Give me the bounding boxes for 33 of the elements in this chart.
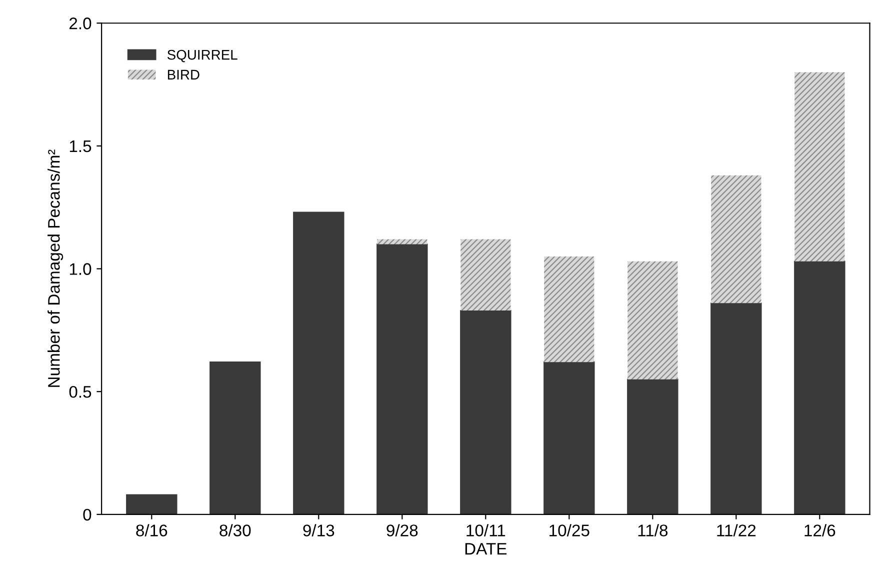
bar [794, 72, 845, 262]
x-tick-label: 10/11 [466, 524, 506, 536]
bar [126, 494, 178, 514]
x-tick-label: 11/22 [717, 524, 756, 536]
x-tick-label: 9/13 [303, 524, 334, 536]
bar [711, 175, 762, 304]
bar [293, 212, 344, 514]
x-tick-label: 9/28 [386, 524, 418, 536]
x-tick-label: 12/6 [804, 524, 836, 536]
y-axis-title: Number of Damaged Pecans/m² [48, 150, 64, 387]
legend-label: SQUIRREL [167, 50, 238, 62]
y-tick-label: 1.5 [70, 140, 92, 152]
y-tick-label: 0.5 [69, 386, 92, 398]
bar [710, 302, 762, 514]
x-tick-label: 8/30 [220, 524, 251, 536]
legend-label: BIRD [168, 70, 200, 80]
bar [460, 239, 511, 311]
bar [377, 239, 428, 244]
bar [628, 261, 678, 380]
bar [627, 378, 678, 514]
y-tick-label: 2.0 [69, 18, 92, 30]
bar [794, 260, 846, 514]
y-tick-label: 0 [83, 508, 92, 521]
y-tick-label: 1.0 [70, 263, 92, 275]
x-axis-title: DATE [465, 543, 507, 555]
bar [544, 256, 594, 362]
bar [544, 362, 595, 514]
x-tick-label: 8/16 [136, 524, 168, 536]
x-tick-label: 10/25 [550, 524, 590, 536]
x-tick-label: 11/8 [638, 524, 668, 536]
bar [460, 310, 512, 514]
bar [376, 244, 428, 514]
bar [210, 362, 261, 514]
